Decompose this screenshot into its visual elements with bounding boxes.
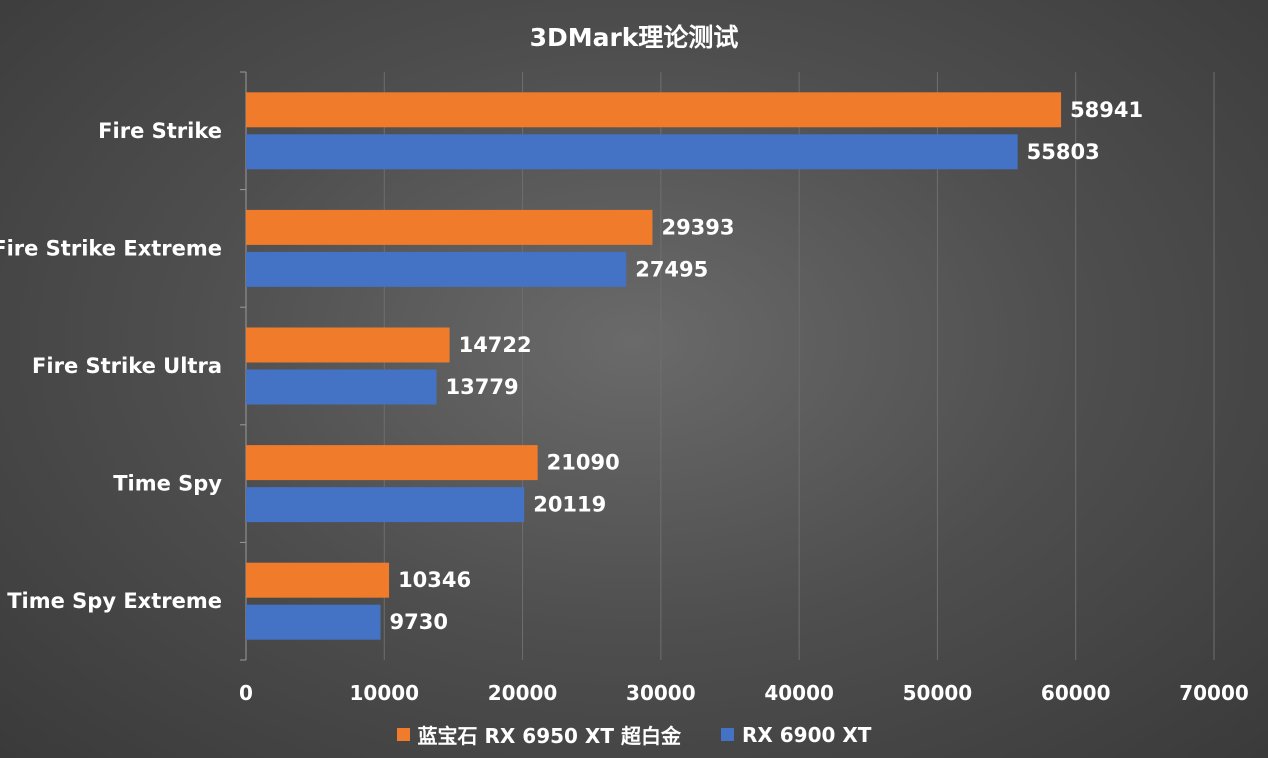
chart-title: 3DMark理论测试 [529,23,739,52]
category-label: Fire Strike Ultra [32,354,222,378]
x-tick-label: 40000 [764,681,834,705]
bar-series-2 [246,369,437,405]
category-label: Fire Strike [98,119,222,143]
data-label: 9730 [390,610,448,634]
bar-series-2 [246,134,1018,170]
category-label: Fire Strike Extreme [0,236,222,260]
bar-series-2 [246,604,381,640]
data-label: 13779 [446,375,519,399]
bar-series-1 [246,562,390,598]
bar-series-2 [246,487,525,523]
legend-label-series-2: RX 6900 XT [741,722,872,747]
data-label: 21090 [547,451,620,475]
x-tick-label: 0 [239,681,253,705]
data-label: 27495 [635,257,708,281]
legend-item-series-1: 蓝宝石 RX 6950 XT 超白金 [396,720,681,749]
category-label: Time Spy Extreme [7,589,222,613]
bar-series-1 [246,209,653,245]
category-label: Time Spy [113,472,222,496]
legend: 蓝宝石 RX 6950 XT 超白金 RX 6900 XT [0,720,1268,749]
legend-swatch-series-2 [720,728,734,741]
x-tick-label: 50000 [903,681,973,705]
bar-series-1 [246,327,450,363]
bar-series-1 [246,92,1062,128]
x-tick-label: 30000 [626,681,696,705]
data-label: 55803 [1027,140,1100,164]
legend-item-series-2: RX 6900 XT [720,722,872,747]
x-tick-label: 20000 [488,681,558,705]
legend-label-series-1: 蓝宝石 RX 6950 XT 超白金 [417,724,681,748]
legend-swatch-series-1 [396,728,410,741]
data-label: 10346 [398,568,471,592]
bar-series-2 [246,251,627,287]
data-label: 29393 [661,215,734,239]
bar-series-1 [246,445,538,481]
data-label: 14722 [459,333,532,357]
x-tick-label: 60000 [1041,681,1111,705]
x-tick-label: 70000 [1179,681,1249,705]
x-tick-label: 10000 [349,681,419,705]
data-label: 58941 [1070,98,1143,122]
data-label: 20119 [533,493,606,517]
